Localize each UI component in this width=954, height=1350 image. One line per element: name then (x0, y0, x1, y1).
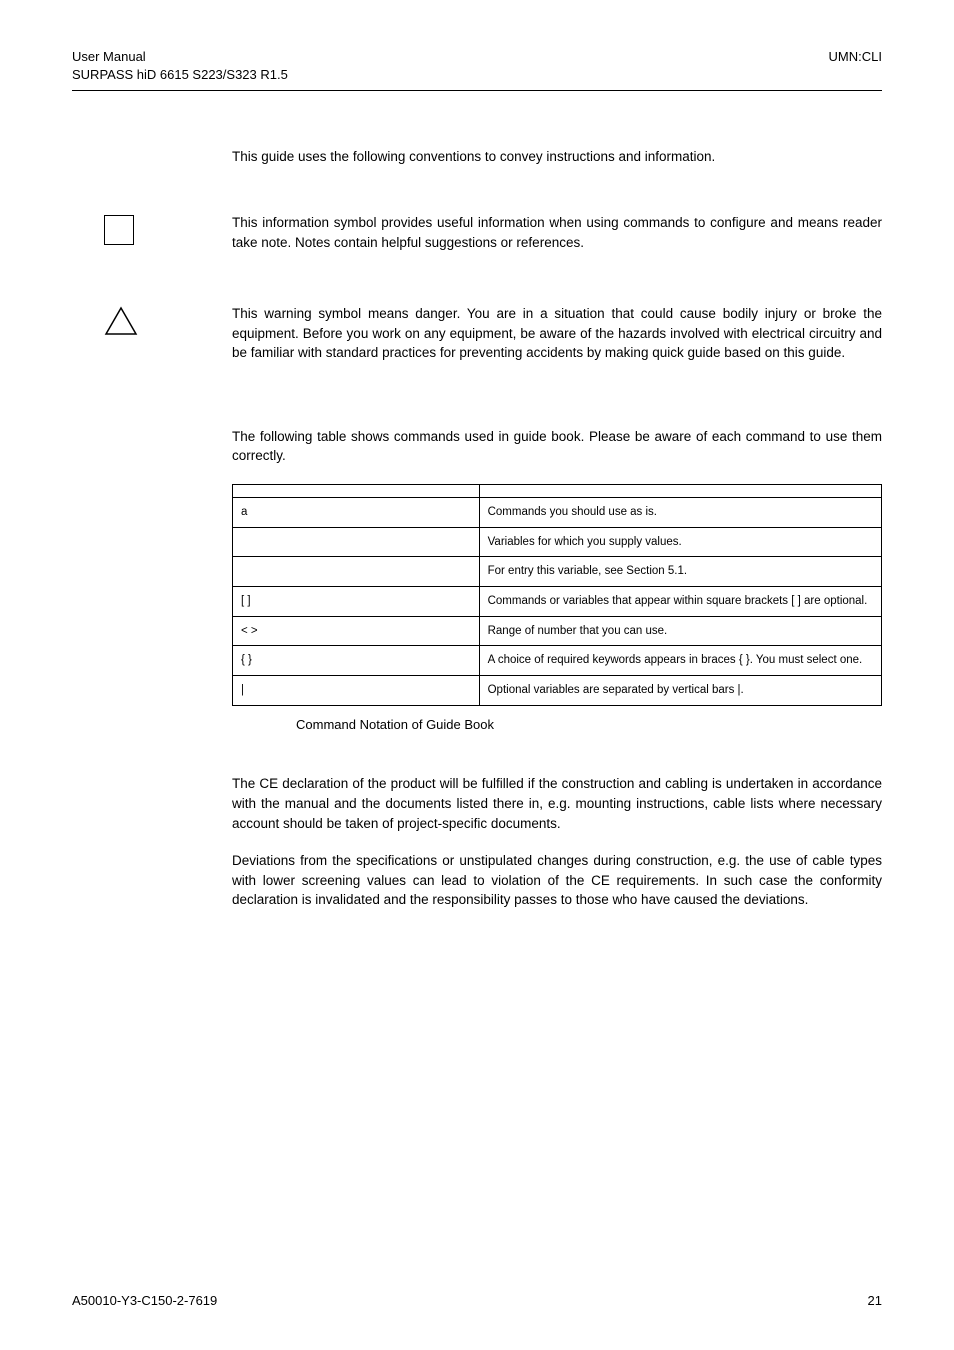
table-row: < > Range of number that you can use. (233, 616, 882, 646)
table-cell (233, 484, 480, 497)
table-cell: a (233, 497, 480, 527)
ce-paragraph-2: Deviations from the specifications or un… (232, 851, 882, 910)
header-left-line2: SURPASS hiD 6615 S223/S323 R1.5 (72, 66, 288, 84)
table-row: For entry this variable, see Section 5.1… (233, 557, 882, 587)
table-intro: The following table shows commands used … (232, 427, 882, 466)
warning-icon-cell (72, 304, 232, 341)
table-cell: Variables for which you supply values. (479, 527, 881, 557)
table-cell: Optional variables are separated by vert… (479, 675, 881, 705)
page-header: User Manual SURPASS hiD 6615 S223/S323 R… (72, 48, 882, 84)
ce-paragraph-1: The CE declaration of the product will b… (232, 774, 882, 833)
footer-left: A50010-Y3-C150-2-7619 (72, 1293, 217, 1308)
table-cell: Range of number that you can use. (479, 616, 881, 646)
table-cell (233, 557, 480, 587)
table-caption: Command Notation of Guide Book (296, 716, 882, 735)
table-row: [ ] Commands or variables that appear wi… (233, 586, 882, 616)
table-row: Variables for which you supply values. (233, 527, 882, 557)
table-cell (233, 527, 480, 557)
note-icon-cell (72, 213, 232, 245)
warning-block: This warning symbol means danger. You ar… (72, 304, 882, 363)
table-cell: | (233, 675, 480, 705)
table-cell: < > (233, 616, 480, 646)
footer-right: 21 (868, 1293, 882, 1308)
intro-paragraph: This guide uses the following convention… (232, 147, 882, 167)
note-block: This information symbol provides useful … (72, 213, 882, 252)
table-row: | Optional variables are separated by ve… (233, 675, 882, 705)
table-cell: For entry this variable, see Section 5.1… (479, 557, 881, 587)
header-left-line1: User Manual (72, 48, 288, 66)
note-square-icon (104, 215, 134, 245)
header-left: User Manual SURPASS hiD 6615 S223/S323 R… (72, 48, 288, 84)
table-row: { } A choice of required keywords appear… (233, 646, 882, 676)
table-cell: Commands or variables that appear within… (479, 586, 881, 616)
warning-triangle-icon (104, 306, 138, 336)
table-cell: Commands you should use as is. (479, 497, 881, 527)
table-cell: { } (233, 646, 480, 676)
table-cell (479, 484, 881, 497)
page-footer: A50010-Y3-C150-2-7619 21 (72, 1293, 882, 1308)
table-row (233, 484, 882, 497)
header-rule (72, 90, 882, 91)
table-cell: A choice of required keywords appears in… (479, 646, 881, 676)
header-right: UMN:CLI (829, 48, 882, 84)
table-row: a Commands you should use as is. (233, 497, 882, 527)
command-notation-table: a Commands you should use as is. Variabl… (232, 484, 882, 706)
warning-text: This warning symbol means danger. You ar… (232, 304, 882, 363)
table-cell: [ ] (233, 586, 480, 616)
command-notation-table-wrap: a Commands you should use as is. Variabl… (232, 484, 882, 735)
note-text: This information symbol provides useful … (232, 213, 882, 252)
